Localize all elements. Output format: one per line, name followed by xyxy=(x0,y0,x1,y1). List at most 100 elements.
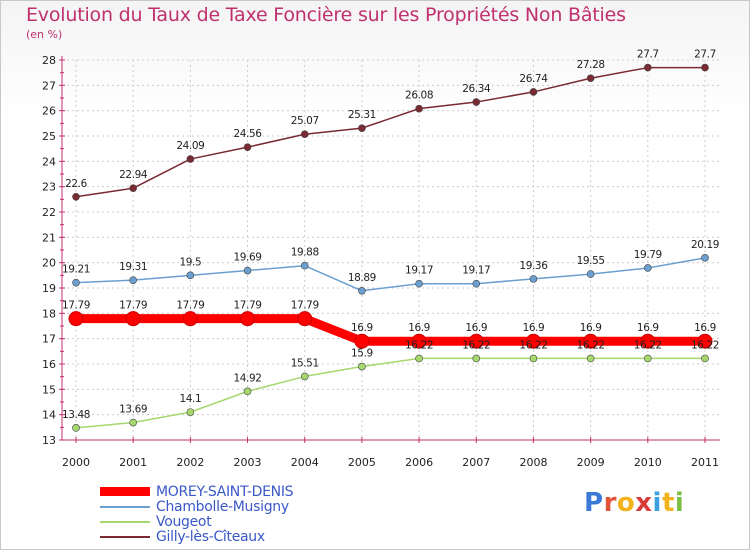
data-label-1: 19.36 xyxy=(519,260,548,272)
legend-swatch xyxy=(100,520,150,523)
data-point-3 xyxy=(72,193,80,201)
data-label-0: 16.9 xyxy=(694,322,716,334)
data-point-0 xyxy=(411,333,427,349)
data-point-1 xyxy=(243,266,252,275)
data-label-0: 17.79 xyxy=(62,300,90,312)
data-label-1: 18.89 xyxy=(348,272,376,284)
data-label-1: 19.17 xyxy=(462,265,490,277)
data-label-3: 25.07 xyxy=(291,115,319,127)
data-label-3: 25.31 xyxy=(348,109,376,121)
data-label-2: 15.51 xyxy=(291,357,319,369)
legend-label: MOREY-SAINT-DENIS xyxy=(156,483,294,500)
x-tick-label: 2008 xyxy=(519,456,547,469)
x-tick-label: 2011 xyxy=(691,456,719,469)
data-label-3: 27.7 xyxy=(694,49,716,61)
y-tick-label: 16 xyxy=(42,358,56,371)
y-tick-label: 21 xyxy=(42,231,56,244)
data-point-1 xyxy=(186,271,195,280)
data-label-2: 13.48 xyxy=(62,409,90,421)
brand-letter: t xyxy=(661,488,675,518)
data-point-0 xyxy=(525,333,541,349)
data-label-3: 22.94 xyxy=(119,169,148,181)
brand-logo: Proxiti xyxy=(584,488,684,518)
data-point-2 xyxy=(644,354,652,363)
data-point-1 xyxy=(529,275,538,283)
data-label-1: 20.19 xyxy=(691,239,719,251)
data-label-1: 19.31 xyxy=(119,261,147,273)
data-point-1 xyxy=(72,278,80,287)
data-point-3 xyxy=(644,63,652,72)
x-tick-label: 2004 xyxy=(291,456,319,469)
data-label-0: 16.9 xyxy=(408,322,430,334)
data-label-2: 15.9 xyxy=(351,348,373,360)
y-tick-label: 19 xyxy=(42,282,56,295)
legend-label: Chambolle-Musigny xyxy=(156,498,289,515)
x-tick-label: 2000 xyxy=(62,456,90,469)
legend-swatch xyxy=(100,535,150,538)
data-point-2 xyxy=(415,354,423,363)
x-tick-label: 2005 xyxy=(348,456,376,469)
y-tick-label: 15 xyxy=(42,383,56,396)
y-tick-label: 18 xyxy=(42,307,56,320)
data-label-3: 24.09 xyxy=(176,140,204,152)
data-label-3: 22.6 xyxy=(65,178,87,190)
data-label-2: 14.92 xyxy=(234,372,262,384)
data-point-3 xyxy=(186,155,195,163)
legend-item-vougeot: Vougeot xyxy=(100,514,293,530)
unit-label: (en %) xyxy=(26,28,63,41)
data-point-0 xyxy=(468,333,484,349)
brand-letter: r xyxy=(603,488,617,518)
data-point-2 xyxy=(72,424,80,432)
data-label-2: 16.22 xyxy=(405,339,433,351)
x-tick-label: 2003 xyxy=(234,456,262,469)
data-point-0 xyxy=(354,333,370,349)
data-point-3 xyxy=(129,184,137,192)
data-point-1 xyxy=(701,254,709,262)
brand-letter: i xyxy=(652,488,662,518)
data-point-2 xyxy=(586,354,595,363)
data-point-3 xyxy=(586,74,595,83)
legend-item-morey-saint-denis: MOREY-SAINT-DENIS xyxy=(100,483,294,500)
data-point-1 xyxy=(586,270,595,278)
data-point-2 xyxy=(472,354,481,363)
y-tick-label: 22 xyxy=(42,206,56,219)
data-point-3 xyxy=(472,98,481,106)
data-label-2: 14.1 xyxy=(179,393,201,405)
data-label-0: 17.79 xyxy=(234,300,262,312)
y-tick-label: 28 xyxy=(42,54,56,67)
data-point-2 xyxy=(529,354,538,363)
x-tick-label: 2010 xyxy=(634,456,662,469)
data-point-0 xyxy=(583,333,599,349)
x-tick-label: 2001 xyxy=(119,456,147,469)
y-tick-label: 27 xyxy=(42,79,56,92)
series-line-3 xyxy=(75,66,705,198)
data-label-1: 19.88 xyxy=(291,247,319,259)
brand-letter: o xyxy=(616,488,636,518)
data-label-0: 16.9 xyxy=(580,322,602,334)
data-label-0: 16.9 xyxy=(351,322,373,334)
data-label-1: 19.69 xyxy=(234,252,262,264)
y-tick-label: 17 xyxy=(42,333,56,346)
data-point-3 xyxy=(300,130,309,139)
y-tick-label: 20 xyxy=(42,257,56,270)
data-point-3 xyxy=(701,63,709,72)
data-point-0 xyxy=(697,333,713,349)
data-point-1 xyxy=(415,279,423,288)
data-label-3: 26.08 xyxy=(405,90,433,102)
data-label-1: 19.79 xyxy=(634,249,662,261)
data-label-1: 19.5 xyxy=(179,256,201,268)
data-point-1 xyxy=(300,261,309,270)
data-point-2 xyxy=(300,372,309,381)
data-point-1 xyxy=(129,276,137,284)
y-tick-label: 24 xyxy=(42,155,56,168)
data-point-3 xyxy=(415,104,423,113)
data-label-3: 27.7 xyxy=(637,49,659,61)
y-tick-label: 13 xyxy=(42,434,56,447)
data-label-1: 19.55 xyxy=(577,255,605,267)
y-tick-label: 25 xyxy=(42,130,56,143)
data-point-0 xyxy=(68,311,84,327)
y-tick-label: 14 xyxy=(42,409,56,422)
chart-title: Evolution du Taux de Taxe Foncière sur l… xyxy=(26,4,626,26)
data-point-2 xyxy=(129,418,137,427)
x-tick-label: 2002 xyxy=(176,456,204,469)
